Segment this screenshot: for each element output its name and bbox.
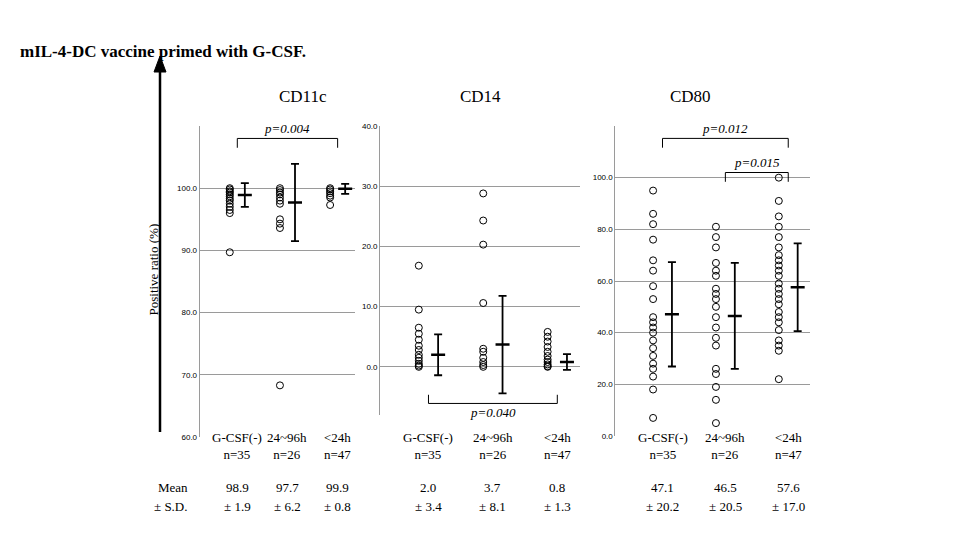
svg-text:p=0.012: p=0.012 — [702, 121, 748, 136]
svg-text:CD14: CD14 — [460, 87, 501, 106]
svg-text:± 17.0: ± 17.0 — [772, 499, 805, 514]
svg-text:G-CSF(-)n=35: G-CSF(-)n=35 — [403, 430, 453, 462]
svg-text:p=0.004: p=0.004 — [264, 121, 310, 136]
svg-text:0.0: 0.0 — [366, 363, 378, 372]
svg-text:± 6.2: ± 6.2 — [274, 499, 301, 514]
svg-text:3.7: 3.7 — [484, 480, 501, 495]
svg-text:0.0: 0.0 — [602, 432, 614, 441]
svg-text:<24hn=47: <24hn=47 — [775, 430, 802, 462]
svg-text:<24hn=47: <24hn=47 — [544, 430, 571, 462]
svg-text:20.0: 20.0 — [362, 242, 378, 251]
svg-text:24~96hn=26: 24~96hn=26 — [705, 430, 745, 462]
svg-text:20.0: 20.0 — [597, 380, 613, 389]
svg-text:40.0: 40.0 — [362, 122, 378, 131]
svg-text:24~96hn=26: 24~96hn=26 — [267, 430, 307, 462]
svg-text:99.9: 99.9 — [326, 480, 349, 495]
svg-text:57.6: 57.6 — [777, 480, 800, 495]
svg-text:G-CSF(-)n=35: G-CSF(-)n=35 — [638, 430, 688, 462]
svg-text:Positive ratio (%): Positive ratio (%) — [146, 224, 161, 316]
svg-text:± 1.3: ± 1.3 — [544, 499, 571, 514]
svg-text:G-CSF(-)n=35: G-CSF(-)n=35 — [212, 430, 262, 462]
svg-text:98.9: 98.9 — [226, 480, 249, 495]
svg-text:± S.D.: ± S.D. — [154, 499, 188, 514]
svg-text:Mean: Mean — [158, 480, 188, 495]
svg-text:100.0: 100.0 — [593, 173, 614, 182]
svg-text:p=0.040: p=0.040 — [470, 405, 516, 420]
svg-text:24~96hn=26: 24~96hn=26 — [473, 430, 513, 462]
svg-text:40.0: 40.0 — [597, 328, 613, 337]
svg-text:± 3.4: ± 3.4 — [415, 499, 442, 514]
svg-text:30.0: 30.0 — [362, 182, 378, 191]
svg-text:80.0: 80.0 — [182, 308, 198, 317]
svg-text:100.0: 100.0 — [177, 184, 198, 193]
svg-text:10.0: 10.0 — [362, 302, 378, 311]
svg-text:47.1: 47.1 — [651, 480, 674, 495]
svg-text:± 1.9: ± 1.9 — [224, 499, 251, 514]
svg-text:± 0.8: ± 0.8 — [324, 499, 351, 514]
svg-text:CD80: CD80 — [670, 87, 711, 106]
svg-text:60.0: 60.0 — [597, 277, 613, 286]
svg-text:80.0: 80.0 — [597, 225, 613, 234]
svg-text:p=0.015: p=0.015 — [734, 155, 780, 170]
svg-text:2.0: 2.0 — [420, 480, 436, 495]
svg-text:± 8.1: ± 8.1 — [479, 499, 506, 514]
svg-text:mIL-4-DC vaccine primed with G: mIL-4-DC vaccine primed with G-CSF. — [20, 42, 306, 61]
svg-text:± 20.2: ± 20.2 — [646, 499, 679, 514]
svg-text:70.0: 70.0 — [182, 371, 198, 380]
svg-text:46.5: 46.5 — [714, 480, 737, 495]
svg-text:90.0: 90.0 — [182, 246, 198, 255]
svg-text:CD11c: CD11c — [279, 87, 327, 106]
svg-text:<24hn=47: <24hn=47 — [324, 430, 351, 462]
svg-text:97.7: 97.7 — [276, 480, 299, 495]
svg-text:± 20.5: ± 20.5 — [709, 499, 742, 514]
svg-text:0.8: 0.8 — [549, 480, 565, 495]
svg-text:60.0: 60.0 — [182, 433, 198, 442]
